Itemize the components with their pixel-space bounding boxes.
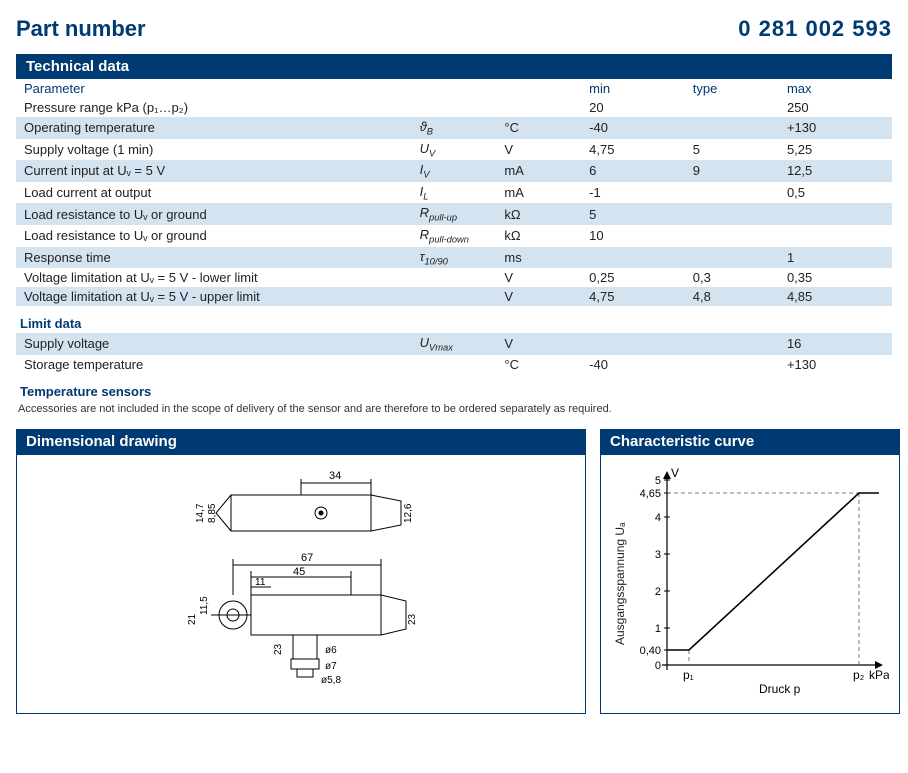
svg-text:4,65: 4,65 bbox=[640, 488, 661, 500]
p2-label: p₂ bbox=[853, 668, 865, 682]
dimensional-drawing: 34 14,7 8,85 12,6 bbox=[121, 465, 481, 705]
dim-o58: ø5,8 bbox=[321, 675, 341, 686]
curve-header: Characteristic curve bbox=[600, 429, 900, 454]
dim-12-6: 12,6 bbox=[403, 503, 414, 523]
dim-34: 34 bbox=[329, 470, 341, 482]
x-label: Druck p bbox=[759, 682, 801, 696]
x-unit: kPa bbox=[869, 668, 889, 682]
dim-o6: ø6 bbox=[325, 645, 337, 656]
table-row: Supply voltageUVmaxV16 bbox=[16, 333, 892, 355]
col-type: type bbox=[685, 79, 779, 98]
dim-11-5: 11,5 bbox=[199, 596, 210, 615]
svg-text:1: 1 bbox=[655, 623, 661, 635]
p1-label: p₁ bbox=[683, 668, 694, 682]
col-min: min bbox=[581, 79, 685, 98]
dimensional-box: 34 14,7 8,85 12,6 bbox=[16, 454, 586, 714]
dim-8-85: 8,85 bbox=[207, 503, 218, 523]
table-row: Voltage limitation at Uᵥ = 5 V - lower l… bbox=[16, 268, 892, 287]
dim-o7: ø7 bbox=[325, 661, 337, 672]
svg-text:4: 4 bbox=[655, 512, 661, 524]
limit-table: Supply voltageUVmaxV16Storage temperatur… bbox=[16, 333, 892, 374]
temp-note: Accessories are not included in the scop… bbox=[18, 403, 892, 415]
svg-text:2: 2 bbox=[655, 586, 661, 598]
dim-67: 67 bbox=[301, 552, 313, 564]
table-row: Load resistance to Uᵥ or groundRpull-dow… bbox=[16, 225, 892, 247]
table-row: Load resistance to Uᵥ or groundRpull-upk… bbox=[16, 203, 892, 225]
table-row: Load current at outputILmA-10,5 bbox=[16, 182, 892, 204]
part-label: Part number bbox=[16, 16, 146, 42]
y-axis-label: Ausgangsspannung Uₐ bbox=[611, 465, 629, 703]
table-row: Storage temperature°C-40+130 bbox=[16, 355, 892, 374]
dim-23b: 23 bbox=[273, 643, 284, 655]
table-row: Supply voltage (1 min)UVV4,7555,25 bbox=[16, 139, 892, 161]
table-row: Response timeτ10/90ms1 bbox=[16, 247, 892, 269]
table-row: Operating temperatureϑB°C-40+130 bbox=[16, 117, 892, 139]
col-sym bbox=[412, 79, 497, 98]
col-max: max bbox=[779, 79, 892, 98]
technical-table: Parameter min type max Pressure range kP… bbox=[16, 79, 892, 306]
svg-text:3: 3 bbox=[655, 549, 661, 561]
svg-text:5: 5 bbox=[655, 475, 661, 487]
y-title: V bbox=[671, 466, 679, 480]
dim-45: 45 bbox=[293, 566, 305, 578]
temp-header: Temperature sensors bbox=[20, 384, 892, 399]
dimensional-header: Dimensional drawing bbox=[16, 429, 586, 454]
table-row: Pressure range kPa (p₁…p₂)20250 bbox=[16, 98, 892, 117]
dim-23a: 23 bbox=[407, 613, 418, 625]
col-param: Parameter bbox=[16, 79, 412, 98]
table-row: Voltage limitation at Uᵥ = 5 V - upper l… bbox=[16, 287, 892, 306]
table-row: Current input at Uᵥ = 5 VIVmA6912,5 bbox=[16, 160, 892, 182]
svg-text:0,40: 0,40 bbox=[640, 645, 661, 657]
limit-header: Limit data bbox=[20, 316, 892, 331]
technical-header: Technical data bbox=[16, 54, 892, 79]
dim-14-7: 14,7 bbox=[195, 503, 206, 523]
characteristic-curve: V 0 0,40 1 2 3 4 4,655 p₁ p₂ kPa Druck p bbox=[629, 465, 889, 705]
col-unit bbox=[496, 79, 581, 98]
part-number: 0 281 002 593 bbox=[738, 16, 892, 42]
dim-21: 21 bbox=[187, 613, 198, 625]
curve-box: Ausgangsspannung Uₐ V 0 0,40 1 2 3 4 4,655 bbox=[600, 454, 900, 714]
dim-11: 11 bbox=[255, 577, 266, 588]
header: Part number 0 281 002 593 bbox=[16, 16, 892, 42]
svg-text:0: 0 bbox=[655, 660, 661, 672]
